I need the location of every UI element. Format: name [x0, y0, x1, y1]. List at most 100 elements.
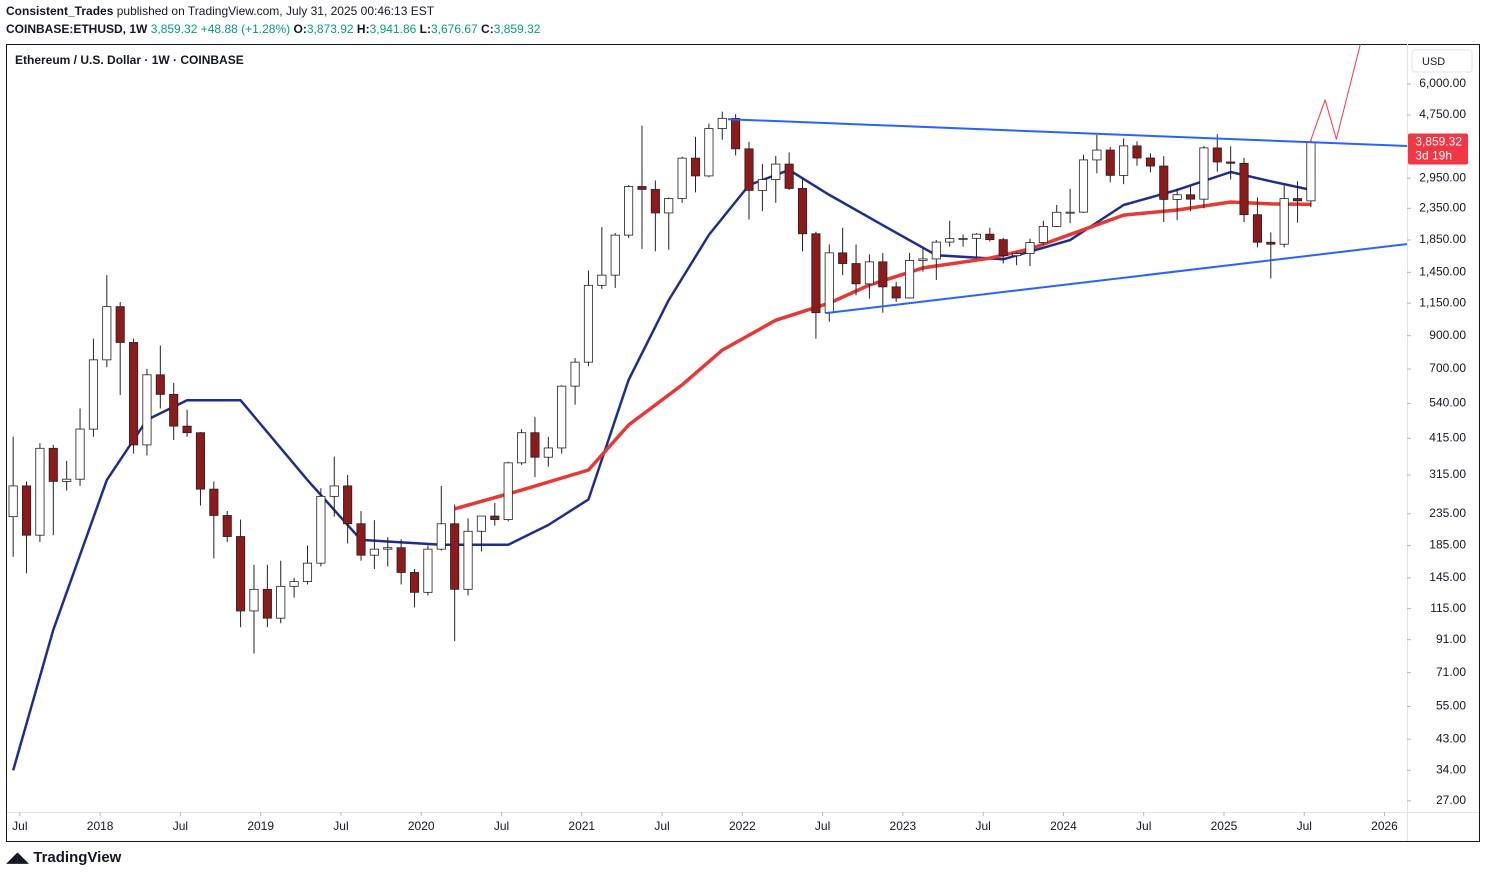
candle-body [797, 188, 808, 235]
y-tick-label: 2,950.00 [1419, 170, 1466, 184]
l: 3,676.67 [431, 22, 478, 36]
candle-body [1159, 165, 1169, 200]
y-tick-label: 115.00 [1430, 601, 1466, 615]
header-line: Consistent_Trades published on TradingVi… [6, 4, 435, 18]
candle-body [958, 237, 968, 240]
chart-title: Ethereum / U.S. Dollar · 1W · COINBASE [15, 53, 244, 67]
candle-body [1132, 145, 1142, 159]
candle-body [1012, 253, 1022, 257]
candle-body [236, 536, 246, 612]
candle-body [195, 432, 206, 490]
publisher[interactable]: Consistent_Trades [6, 4, 114, 18]
candle-body [971, 233, 982, 239]
x-tick-label: Jul [173, 819, 188, 833]
x-tick-label: Jul [1136, 819, 1151, 833]
candle-body [115, 306, 125, 343]
candle-body [142, 374, 152, 446]
y-tick-label: 55.00 [1436, 699, 1466, 713]
candle-body [262, 588, 272, 619]
candle-body [757, 179, 767, 191]
currency-button[interactable] [1411, 49, 1473, 73]
candle-body [1119, 145, 1129, 176]
y-tick-label: 315.00 [1429, 467, 1466, 481]
candle-body [1092, 149, 1102, 161]
change: +48.88 (+1.28%) [201, 22, 290, 36]
candle-body [102, 306, 112, 361]
candle-body [302, 562, 313, 582]
y-tick-label: 540.00 [1429, 396, 1466, 410]
h: 3,941.86 [370, 22, 417, 36]
candle-body [1212, 147, 1222, 163]
candle-body [985, 233, 995, 241]
x-tick-label: 2026 [1371, 819, 1398, 833]
candle-body [383, 547, 393, 550]
candle-body [209, 488, 219, 516]
symbol: COINBASE:ETHUSD, 1W [6, 22, 148, 36]
candle-body [1078, 159, 1089, 213]
x-tick-label: 2022 [729, 819, 756, 833]
candle-body [62, 478, 72, 482]
candle-body [316, 495, 326, 564]
candle-body [610, 234, 620, 276]
moving-average [454, 200, 1311, 511]
x-tick-label: 2024 [1050, 819, 1077, 833]
candle-body [878, 261, 888, 288]
x-tick-label: 2023 [890, 819, 917, 833]
candle-body [891, 286, 901, 299]
candle-body [557, 385, 567, 449]
candle-body [289, 581, 299, 587]
y-tick-label: 700.00 [1429, 361, 1466, 375]
x-tick-label: 2018 [87, 819, 114, 833]
candle-body [530, 432, 540, 458]
candle-body [222, 515, 232, 537]
candle-body [8, 485, 18, 518]
plot [8, 44, 1407, 771]
candle-body [169, 394, 179, 427]
candle-body [744, 148, 754, 191]
candle-body [1226, 161, 1236, 164]
candle-body [1105, 149, 1115, 176]
candle-body [1052, 211, 1062, 227]
candle-body [918, 258, 928, 261]
y-tick-label: 185.00 [1429, 538, 1466, 552]
x-tick-label: 2020 [408, 819, 435, 833]
candle-body [1065, 211, 1075, 214]
last-price: 3,859.32 [1415, 135, 1462, 149]
last-price-tag [1408, 133, 1468, 165]
candle-body [463, 530, 473, 590]
o: 3,873.92 [307, 22, 354, 36]
candle-body [1293, 198, 1303, 202]
axes: 6,000.00 4,750.00 2,950.00 2,350.00 1,850.00… [12, 76, 1468, 833]
candle-body [1279, 198, 1289, 245]
l-label: L: [420, 22, 431, 36]
candle-body [771, 163, 781, 180]
candle-body [1025, 242, 1035, 254]
candle-body [583, 284, 594, 363]
y-tick-label: 1,450.00 [1419, 265, 1466, 279]
candle-body [88, 359, 98, 430]
candle-body [811, 233, 821, 314]
candle-body [276, 585, 286, 619]
candle-body [838, 252, 848, 264]
y-tick-label: 415.00 [1429, 431, 1466, 445]
candle-body [664, 198, 674, 214]
candle-body [1252, 214, 1262, 243]
candle-body [637, 186, 647, 190]
x-tick-label: Jul [12, 819, 27, 833]
currency[interactable]: USD [1422, 56, 1445, 68]
c-label: C: [481, 22, 494, 36]
candle-body [717, 117, 727, 129]
candle-body [182, 425, 192, 434]
candle-body [931, 241, 941, 260]
candle-body [396, 547, 406, 573]
candle-body [597, 274, 607, 286]
candle-body [21, 485, 32, 536]
y-tick-label: 27.00 [1436, 793, 1466, 807]
y-tick-label: 235.00 [1429, 506, 1466, 520]
y-tick-label: 34.00 [1436, 762, 1466, 776]
candle-body [570, 361, 580, 387]
candle-body [409, 572, 420, 593]
candle-body [490, 515, 500, 520]
countdown: 3d 19h [1415, 149, 1452, 163]
x-tick-label: Jul [975, 819, 990, 833]
